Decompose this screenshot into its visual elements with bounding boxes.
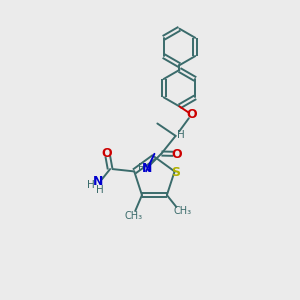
- Text: CH₃: CH₃: [173, 206, 191, 216]
- Text: H: H: [177, 130, 185, 140]
- Text: H: H: [87, 180, 95, 190]
- Text: H: H: [138, 163, 146, 173]
- Text: N: N: [93, 175, 103, 188]
- Text: O: O: [101, 147, 112, 160]
- Text: S: S: [171, 166, 180, 179]
- Text: H: H: [96, 185, 104, 195]
- Text: O: O: [172, 148, 182, 160]
- Text: N: N: [142, 162, 152, 175]
- Text: CH₃: CH₃: [124, 211, 143, 221]
- Text: O: O: [187, 108, 197, 121]
